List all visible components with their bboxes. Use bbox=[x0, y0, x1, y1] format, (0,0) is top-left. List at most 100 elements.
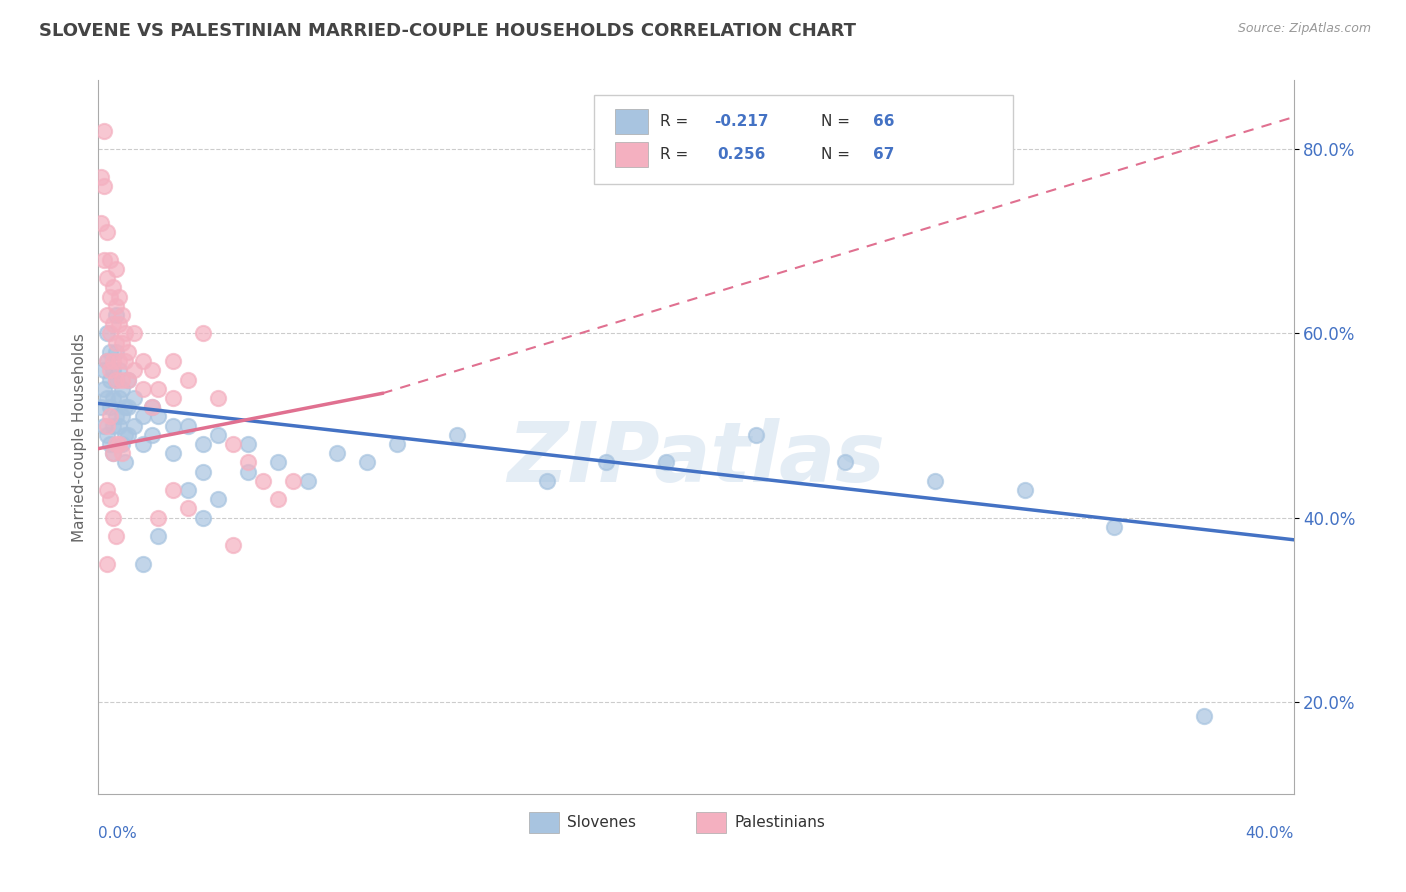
Point bbox=[385, 437, 409, 451]
Point bbox=[177, 483, 200, 497]
Point bbox=[162, 354, 184, 368]
Point bbox=[132, 382, 155, 396]
Point bbox=[103, 318, 125, 332]
Point bbox=[98, 372, 122, 386]
Text: R =: R = bbox=[661, 147, 693, 162]
Point bbox=[90, 169, 112, 184]
Text: N =: N = bbox=[821, 147, 855, 162]
Point bbox=[281, 474, 304, 488]
Point bbox=[105, 262, 128, 277]
Point bbox=[207, 492, 229, 507]
Point bbox=[191, 326, 214, 341]
Point bbox=[924, 474, 946, 488]
Point bbox=[114, 354, 136, 368]
Text: ZIPatlas: ZIPatlas bbox=[508, 418, 884, 499]
Point bbox=[141, 400, 163, 414]
Point bbox=[103, 391, 125, 405]
Point bbox=[98, 290, 122, 304]
Point bbox=[595, 455, 617, 469]
Point bbox=[267, 455, 290, 469]
Bar bbox=[614, 143, 648, 168]
Point bbox=[96, 354, 118, 368]
Point bbox=[117, 427, 139, 442]
Point bbox=[148, 510, 170, 524]
Point bbox=[162, 418, 184, 433]
Point bbox=[103, 354, 125, 368]
Point bbox=[93, 124, 115, 138]
Point bbox=[98, 409, 122, 424]
Point bbox=[177, 418, 200, 433]
Point bbox=[141, 400, 163, 414]
Point bbox=[108, 437, 131, 451]
Point bbox=[111, 446, 134, 460]
Point bbox=[96, 354, 118, 368]
Point bbox=[114, 326, 136, 341]
Point bbox=[93, 179, 115, 194]
Point bbox=[98, 252, 122, 267]
Point bbox=[98, 326, 122, 341]
Point bbox=[297, 474, 319, 488]
Point bbox=[191, 465, 214, 479]
Point bbox=[105, 372, 128, 386]
Point bbox=[132, 354, 155, 368]
Point bbox=[132, 437, 155, 451]
Point bbox=[103, 446, 125, 460]
Point bbox=[834, 455, 856, 469]
Text: 0.256: 0.256 bbox=[717, 147, 766, 162]
Point bbox=[132, 557, 155, 571]
Point bbox=[111, 409, 134, 424]
Point bbox=[1104, 520, 1126, 534]
Text: 66: 66 bbox=[873, 114, 894, 129]
Point bbox=[177, 501, 200, 516]
Text: 40.0%: 40.0% bbox=[1246, 826, 1294, 841]
Point bbox=[124, 418, 146, 433]
Point bbox=[745, 427, 768, 442]
Point bbox=[96, 326, 118, 341]
Point bbox=[446, 427, 468, 442]
Point bbox=[177, 372, 200, 386]
Point bbox=[117, 372, 139, 386]
Point bbox=[108, 363, 131, 377]
Point bbox=[93, 418, 115, 433]
Point bbox=[148, 529, 170, 543]
Point bbox=[148, 409, 170, 424]
Bar bbox=[529, 812, 558, 833]
Point bbox=[96, 557, 118, 571]
Text: 0.0%: 0.0% bbox=[98, 826, 138, 841]
Point bbox=[207, 391, 229, 405]
Point bbox=[105, 437, 128, 451]
Point bbox=[207, 427, 229, 442]
Point bbox=[148, 382, 170, 396]
Point bbox=[111, 372, 134, 386]
Text: 67: 67 bbox=[873, 147, 894, 162]
Point bbox=[326, 446, 349, 460]
Point bbox=[98, 363, 122, 377]
Point bbox=[108, 290, 131, 304]
Point bbox=[655, 455, 678, 469]
Text: R =: R = bbox=[661, 114, 693, 129]
Point bbox=[103, 418, 125, 433]
Point bbox=[124, 391, 146, 405]
Point bbox=[356, 455, 378, 469]
Point bbox=[105, 345, 128, 359]
Point bbox=[124, 326, 146, 341]
Point bbox=[236, 455, 259, 469]
Point bbox=[536, 474, 558, 488]
Point bbox=[105, 308, 128, 322]
Point bbox=[93, 382, 115, 396]
Point bbox=[117, 400, 139, 414]
Point bbox=[96, 427, 118, 442]
Point bbox=[98, 492, 122, 507]
Point bbox=[141, 427, 163, 442]
Text: SLOVENE VS PALESTINIAN MARRIED-COUPLE HOUSEHOLDS CORRELATION CHART: SLOVENE VS PALESTINIAN MARRIED-COUPLE HO… bbox=[39, 22, 856, 40]
Point bbox=[96, 308, 118, 322]
Point bbox=[103, 280, 125, 294]
Point bbox=[111, 437, 134, 451]
Point bbox=[103, 446, 125, 460]
Point bbox=[191, 510, 214, 524]
Point bbox=[236, 465, 259, 479]
Text: N =: N = bbox=[821, 114, 855, 129]
Point bbox=[111, 335, 134, 350]
Point bbox=[90, 400, 112, 414]
Point bbox=[117, 345, 139, 359]
